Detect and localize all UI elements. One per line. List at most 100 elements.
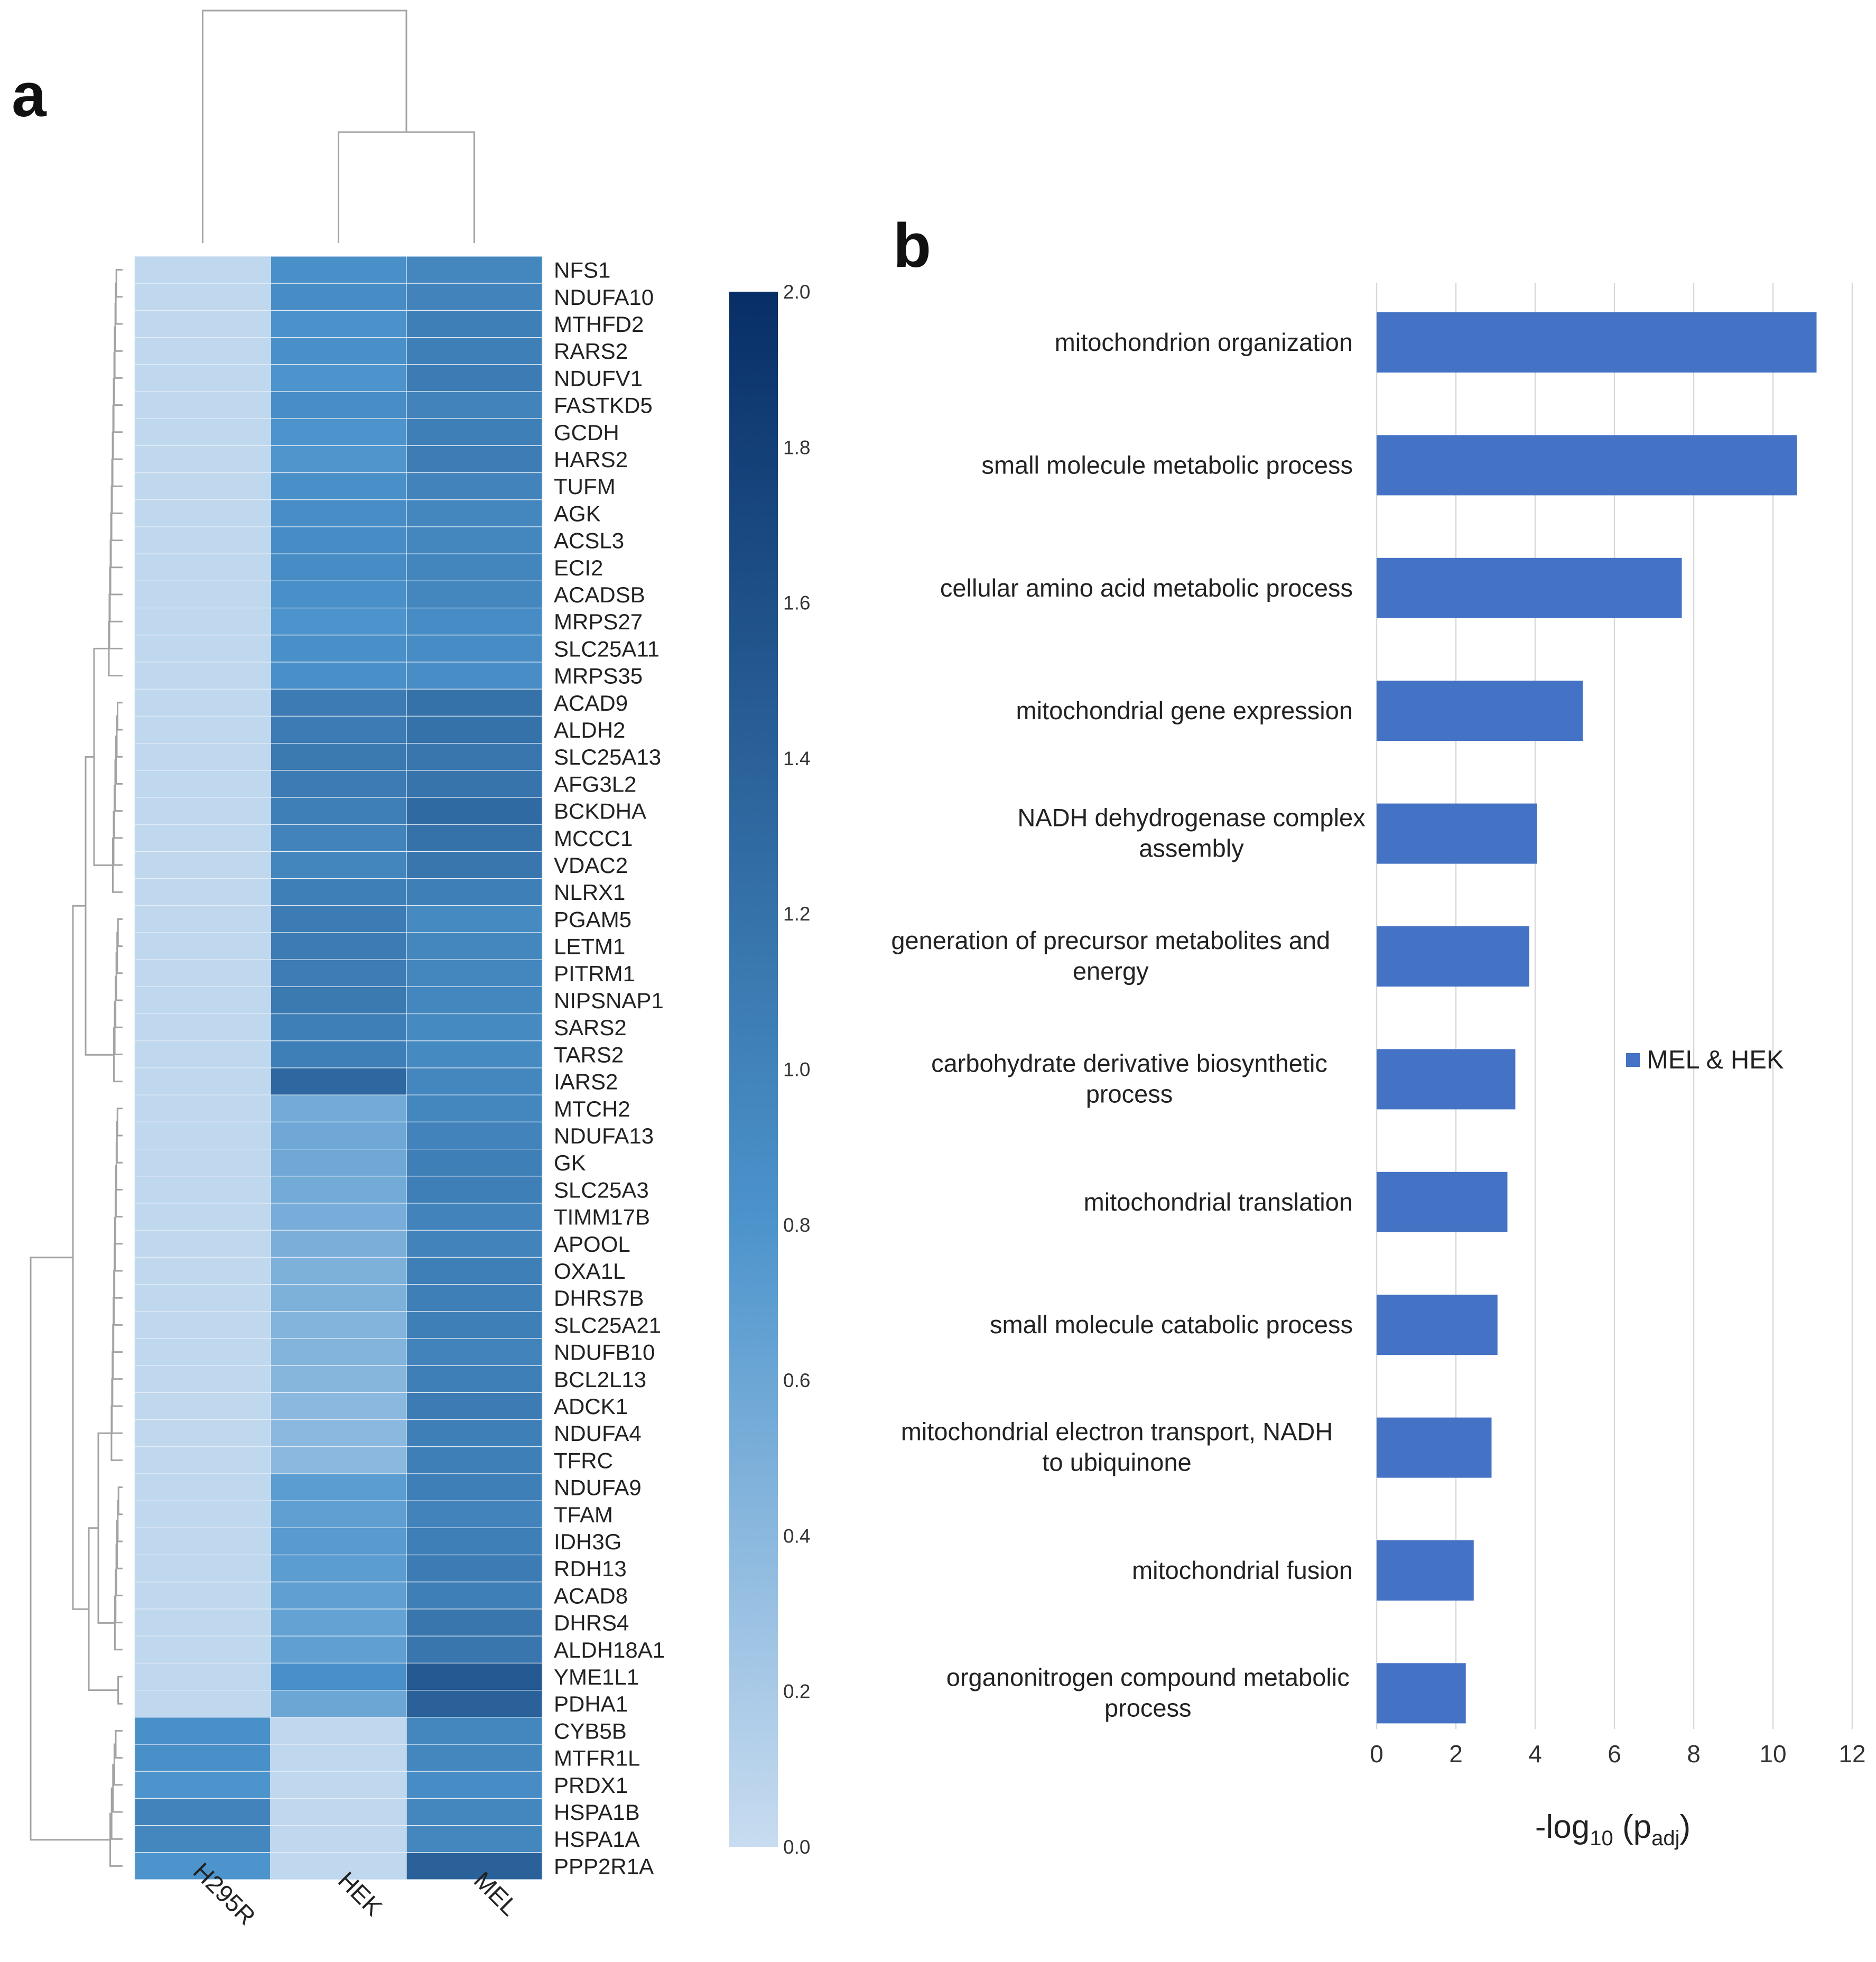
colorbar-tick-label: 0.2 [783,1681,810,1703]
dendrogram-branch [114,1001,123,1055]
heatmap-cell [270,770,407,798]
gene-label: PRDX1 [554,1773,628,1798]
heatmap-cell [134,1662,271,1691]
heatmap-cell [270,1744,407,1772]
dendrogram-branch [117,1500,123,1542]
heatmap-cell [134,1473,271,1501]
gene-label: NDUFB10 [554,1340,655,1365]
heatmap-cell [134,1094,271,1122]
dendrogram-branch [117,918,123,947]
bar [1377,1295,1498,1355]
heatmap-cell [270,364,407,392]
heatmap-cell [134,1555,271,1583]
dendrogram-branch [338,131,475,243]
dendrogram-branch [109,566,123,622]
heatmap-cell [406,797,543,825]
heatmap-cell [270,1338,407,1366]
heatmap-cell [406,1825,543,1853]
heatmap-cell [406,1121,543,1150]
heatmap-cell [270,715,407,744]
heatmap-cell [270,1798,407,1826]
heatmap-cell [134,1311,271,1339]
dendrogram-branch [117,702,123,731]
heatmap-cell [270,1230,407,1258]
gene-label: HSPA1A [554,1827,640,1852]
colorbar-ticks: 0.0 0.2 0.4 0.6 0.8 1.0 1.2 1.4 1.6 1.8 2.0 [783,281,810,1858]
heatmap-cell [270,1662,407,1691]
heatmap-cell [134,1284,271,1312]
heatmap-cell [270,1635,407,1663]
bar [1377,1049,1516,1110]
gene-label: DHRS7B [554,1286,644,1310]
heatmap-cell [134,1149,271,1177]
heatmap-cell [270,986,407,1015]
heatmap-cell [134,607,271,636]
gene-label: ACSL3 [554,528,624,553]
colorbar-tick-label: 0.8 [783,1214,810,1236]
gene-label: NDUFA10 [554,285,654,310]
heatmap-cell [134,1798,271,1826]
gene-label: MRPS35 [554,664,643,689]
gene-label: ACADSB [554,582,645,607]
bar [1377,1540,1474,1601]
gene-label: NDUFA4 [554,1421,642,1446]
bar-chart-bars [1377,312,1817,1724]
dendrogram-branch [30,1257,110,1841]
heatmap-cell [270,689,407,717]
heatmap-cell [406,1040,543,1068]
bar [1377,557,1682,618]
heatmap-cell [270,526,407,554]
gene-label: LETM1 [554,934,625,959]
heatmap-cell [270,1013,407,1042]
category-label: carbohydrate derivative biosynthetic proc… [931,1049,1327,1108]
gene-label: YME1L1 [554,1665,639,1689]
bar-chart-category-labels: mitochondrion organization small molecule… [891,328,1365,1722]
heatmap-cell [406,1717,543,1745]
bar-chart-gridlines [1376,283,1853,1729]
bar [1377,1663,1466,1724]
legend-label: MEL & HEK [1647,1046,1784,1074]
gene-label: DHRS4 [554,1611,629,1635]
colorbar-tick-label: 1.6 [783,592,810,614]
heatmap-cell [270,932,407,960]
heatmap-cell [406,689,543,717]
heatmap-cell [134,959,271,987]
heatmap-cell [270,1473,407,1501]
heatmap-cell [134,283,271,311]
heatmap-cell [134,1257,271,1285]
colorbar-tick-label: 1.2 [783,903,810,925]
heatmap-cell [406,1338,543,1366]
x-tick-label: 6 [1608,1740,1621,1768]
heatmap-cell [406,553,543,581]
heatmap-cell [406,932,543,960]
heatmap-cell [134,337,271,365]
bar [1377,1417,1492,1478]
dendrogram-branch [113,1027,123,1083]
heatmap-cell [134,1527,271,1556]
heatmap-cell [270,1446,407,1474]
bar [1377,681,1583,741]
gene-label: MTHFD2 [554,312,644,337]
heatmap-cell [406,1798,543,1826]
gene-label: TFRC [554,1448,613,1473]
gene-label: OXA1L [554,1259,625,1284]
heatmap-cell [406,1852,543,1880]
heatmap-cell [406,715,543,744]
gene-label: AFG3L2 [554,771,636,796]
bar [1377,435,1797,496]
category-label: mitochondrial gene expression [1016,696,1353,724]
heatmap-cell [134,526,271,554]
column-dendrogram [202,10,475,243]
gene-label: TUFM [554,474,616,499]
gene-label: NDUFV1 [554,366,643,390]
heatmap-cell [134,797,271,825]
heatmap-cell [406,418,543,447]
heatmap-cell [270,1392,407,1420]
heatmap-cell [270,283,407,311]
gene-label: BCKDHA [554,799,646,824]
legend-swatch [1626,1053,1640,1067]
heatmap-cell [134,1825,271,1853]
heatmap-cell [406,1094,543,1122]
heatmap-cell [134,1392,271,1420]
heatmap-cell [406,959,543,987]
